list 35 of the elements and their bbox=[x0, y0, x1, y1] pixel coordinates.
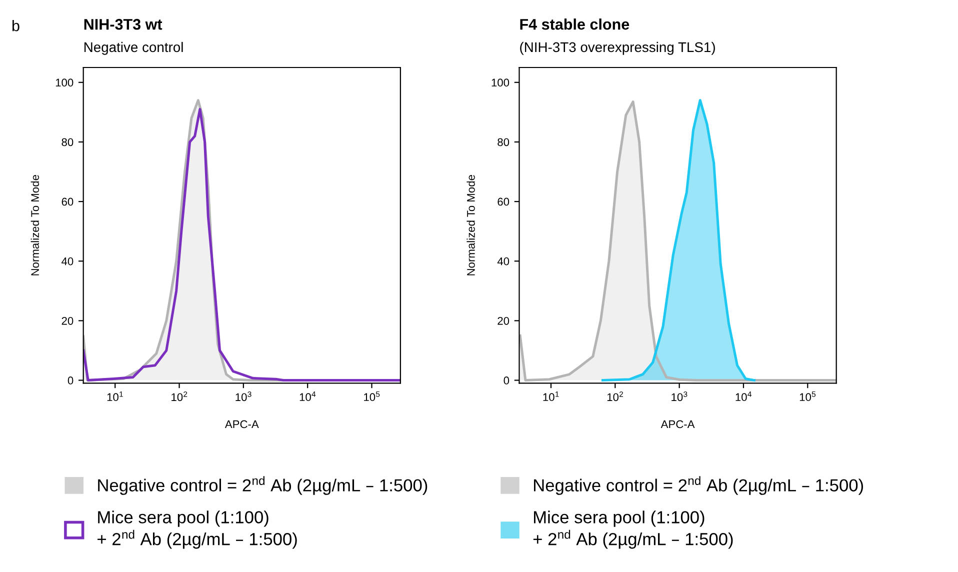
x-tick-label: 10$^{5}$ bbox=[364, 391, 380, 402]
legend-label: Negative control = 2$^{nd}$ Ab (2µg/mL – 1:500) bbox=[534, 476, 864, 495]
y-tick-label: 0 bbox=[504, 376, 510, 384]
x-tick-label: 10$^{2}$ bbox=[172, 391, 188, 402]
legend-label: Mice sera pool (1:100) + 2$^{nd}$ Ab (2µg/mL – 1:500) bbox=[98, 510, 297, 549]
chart-title: NIH-3T3 wt bbox=[84, 18, 162, 30]
chart-title: F4 stable clone bbox=[520, 18, 630, 30]
y-tick-label: 80 bbox=[498, 138, 510, 146]
chart-subtitle: (NIH-3T3 overexpressing TLS1) bbox=[520, 42, 715, 55]
y-tick-label: 100 bbox=[56, 78, 74, 87]
x-axis-title: APC-A bbox=[224, 420, 259, 428]
y-tick-label: 80 bbox=[62, 138, 74, 146]
y-tick-label: 40 bbox=[62, 257, 74, 266]
y-tick-label: 0 bbox=[68, 376, 74, 384]
y-tick-label: 60 bbox=[498, 198, 510, 206]
x-tick-label: 10$^{4}$ bbox=[736, 391, 752, 402]
chart-subtitle: Negative control bbox=[84, 42, 183, 55]
y-tick-label: 100 bbox=[492, 78, 510, 87]
y-axis-title: Normalized To Mode bbox=[466, 175, 475, 276]
y-tick-label: 20 bbox=[498, 316, 510, 325]
y-axis-title: Normalized To Mode bbox=[30, 175, 39, 276]
x-tick-label: 10$^{3}$ bbox=[672, 391, 688, 402]
x-axis-title: APC-A bbox=[660, 420, 695, 428]
y-tick-label: 40 bbox=[497, 257, 510, 266]
x-tick-label: 10$^{1}$ bbox=[107, 391, 123, 402]
x-tick-label: 10$^{2}$ bbox=[607, 391, 623, 402]
y-tick-label: 60 bbox=[62, 198, 74, 206]
text: b bbox=[12, 20, 20, 32]
x-tick-label: 10$^{5}$ bbox=[800, 391, 816, 402]
legend-label: Mice sera pool (1:100) + 2$^{nd}$ Ab (2µg/mL – 1:500) bbox=[533, 510, 733, 549]
x-tick-label: 10$^{1}$ bbox=[543, 391, 559, 402]
y-tick-label: 20 bbox=[62, 316, 74, 325]
legend-label: Negative control = 2$^{nd}$ Ab (2µg/mL – 1:500) bbox=[98, 476, 428, 495]
x-tick-label: 10$^{3}$ bbox=[236, 391, 252, 402]
x-tick-label: 10$^{4}$ bbox=[300, 391, 316, 402]
